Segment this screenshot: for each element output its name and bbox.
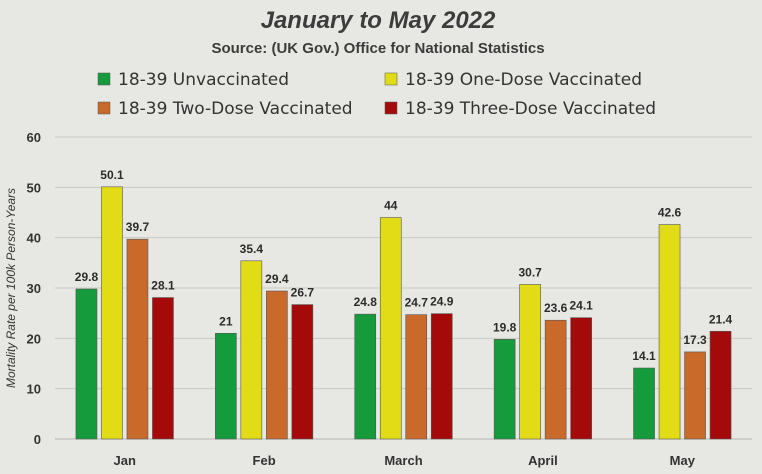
- bar: [544, 319, 567, 440]
- bar: [215, 332, 237, 440]
- data-label: 29.8: [75, 270, 99, 284]
- x-category-label: April: [528, 453, 558, 468]
- legend-label: 18-39 Unvaccinated: [118, 70, 289, 90]
- bar: [430, 313, 453, 440]
- data-label: 24.1: [569, 299, 593, 313]
- y-tick-label: 0: [34, 432, 41, 447]
- legend-swatch: [97, 72, 111, 86]
- bars: [75, 186, 732, 440]
- legend-label: 18-39 Three-Dose Vaccinated: [405, 99, 656, 119]
- y-axis-label: Mortality Rate per 100k Person-Years: [4, 188, 18, 388]
- legend-swatch: [384, 72, 398, 86]
- y-tick-label: 40: [27, 231, 41, 246]
- data-label: 24.9: [430, 295, 454, 309]
- x-axis-categories: Jan Feb March April May: [113, 453, 695, 468]
- bar: [570, 317, 592, 440]
- data-label: 44: [384, 199, 398, 213]
- bar: [266, 290, 288, 440]
- data-label: 42.6: [658, 206, 682, 220]
- data-label: 26.7: [291, 286, 315, 300]
- y-tick-label: 50: [27, 180, 41, 195]
- bar: [519, 284, 541, 440]
- bar: [658, 224, 681, 440]
- data-label: 23.6: [544, 301, 568, 315]
- bar: [101, 186, 123, 440]
- legend: 18-39 Unvaccinated 18-39 One-Dose Vaccina…: [97, 70, 656, 119]
- bar: [75, 288, 98, 440]
- bar: [240, 260, 263, 440]
- data-labels: 29.8 50.1 39.7 28.1 21 35.4 29.426.7 24.8 44 24.7…: [75, 168, 733, 363]
- data-label: 35.4: [240, 242, 264, 256]
- data-label: 17.3: [683, 333, 707, 347]
- data-label: 29.4: [265, 272, 289, 286]
- data-label: 14.1: [632, 349, 656, 363]
- bar: [493, 339, 516, 440]
- bar: [291, 304, 314, 440]
- x-category-label: May: [670, 453, 696, 468]
- data-label: 21: [219, 314, 233, 328]
- legend-swatch: [384, 101, 398, 115]
- legend-swatch: [97, 101, 111, 115]
- data-label: 19.8: [493, 320, 517, 334]
- data-label: 21.4: [709, 312, 733, 326]
- data-label: 28.1: [151, 279, 175, 293]
- bar: [684, 351, 706, 440]
- data-label: 30.7: [518, 265, 542, 279]
- x-category-label: Jan: [113, 453, 135, 468]
- data-label: 50.1: [100, 168, 124, 182]
- y-tick-label: 10: [27, 382, 41, 397]
- data-label: 24.7: [405, 296, 429, 310]
- bar: [152, 297, 174, 440]
- legend-label: 18-39 One-Dose Vaccinated: [405, 70, 642, 90]
- bar: [709, 330, 732, 440]
- chart-title: January to May 2022: [261, 7, 496, 34]
- bar: [126, 238, 149, 440]
- x-category-label: March: [384, 453, 422, 468]
- legend-label: 18-39 Two-Dose Vaccinated: [118, 99, 353, 119]
- y-tick-label: 30: [27, 281, 41, 296]
- y-tick-label: 60: [27, 130, 41, 145]
- bar: [379, 217, 402, 440]
- data-label: 39.7: [126, 220, 150, 234]
- x-category-label: Feb: [253, 453, 276, 468]
- bar: [405, 314, 428, 440]
- y-tick-label: 20: [27, 331, 41, 346]
- data-label: 24.8: [354, 295, 378, 309]
- bar: [633, 367, 655, 440]
- y-axis-ticks: 0 10 20 30 40 50 60: [27, 130, 41, 447]
- chart-subtitle: Source: (UK Gov.) Office for National St…: [211, 40, 544, 57]
- bar: [354, 313, 377, 440]
